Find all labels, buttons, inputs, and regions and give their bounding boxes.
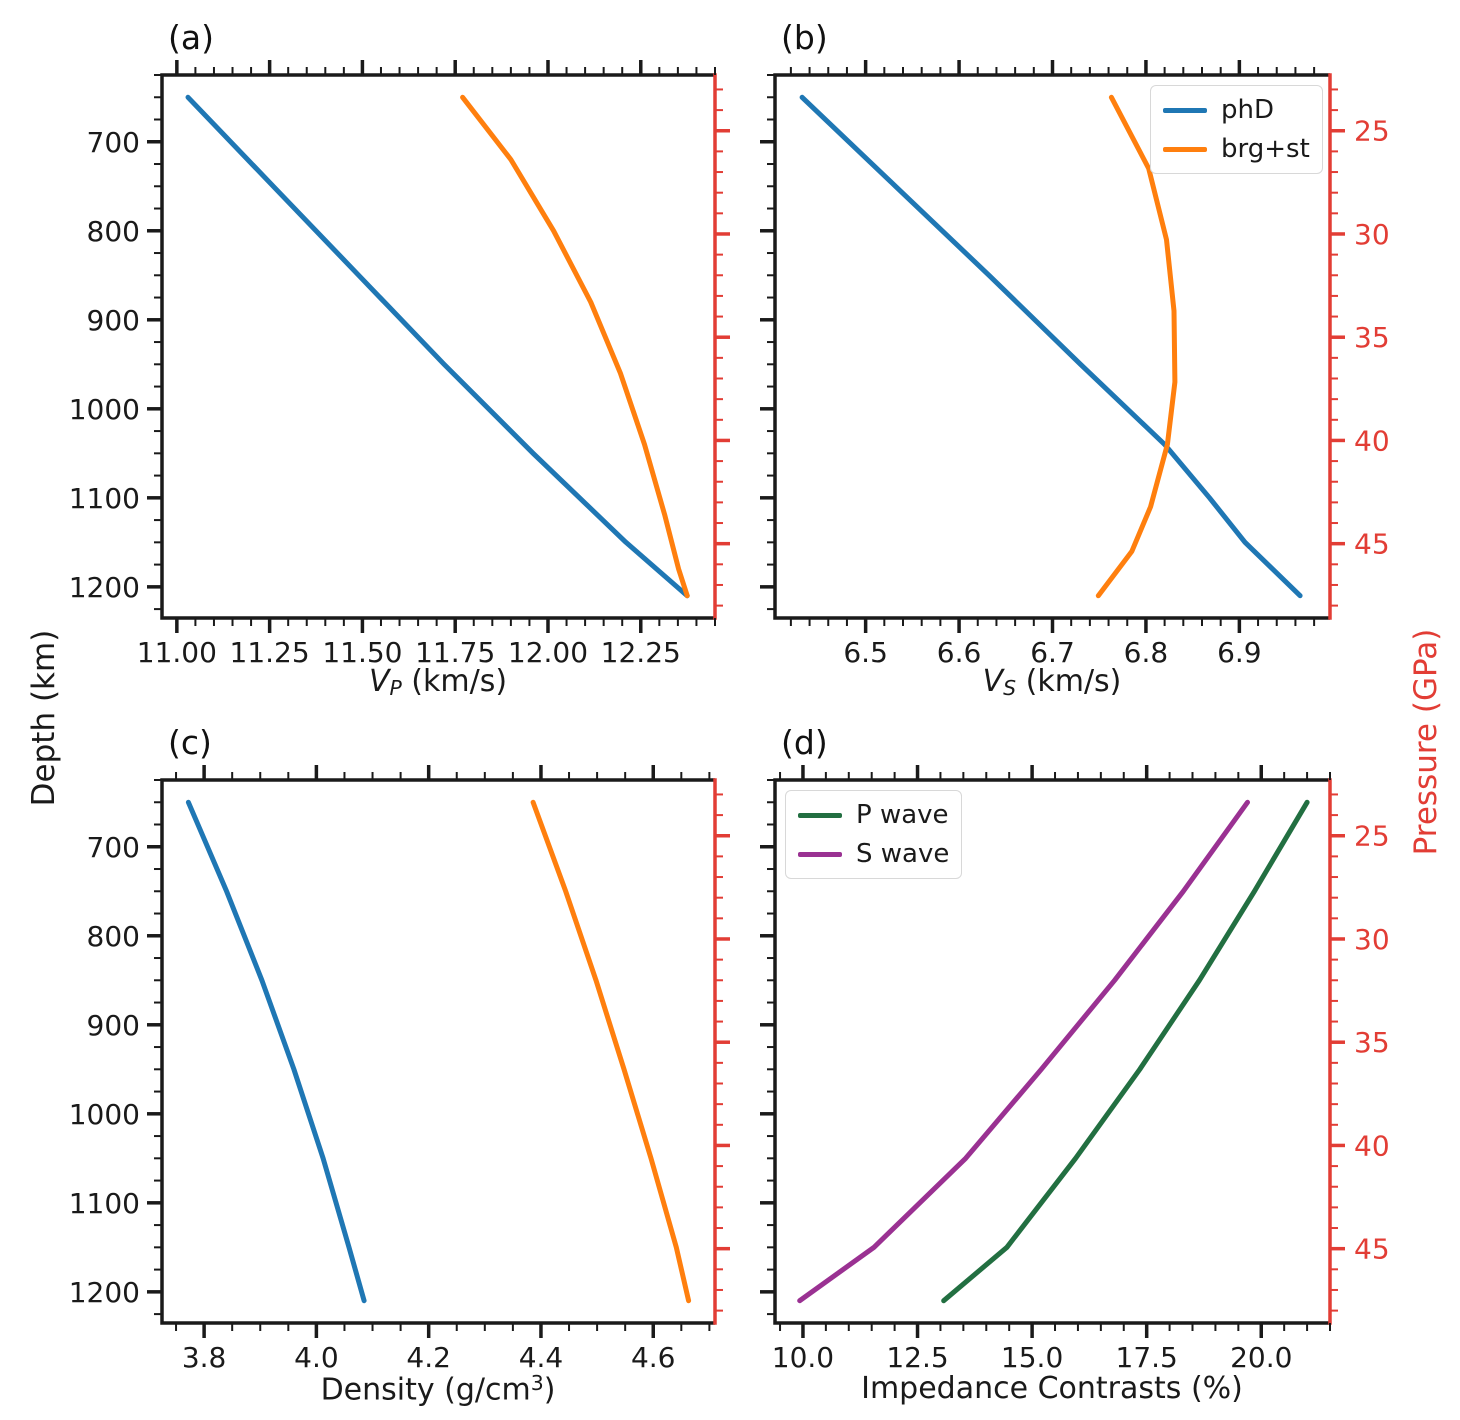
- legend-label: P wave: [856, 800, 949, 830]
- pressure-tick-label: 45: [1354, 528, 1390, 561]
- series-line-phd: [799, 94, 1303, 599]
- pressure-tick-label: 30: [1354, 923, 1390, 956]
- legend-swatch-brg-st: [1163, 146, 1207, 152]
- x-tick-label: 4.6: [631, 1341, 676, 1374]
- x-tick-label: 11.00: [137, 636, 217, 669]
- x-tick-label: 15.0: [1001, 1341, 1063, 1374]
- x-tick-label: 17.5: [1116, 1341, 1178, 1374]
- series-line-phd: [185, 799, 367, 1304]
- x-tick-label: 10.0: [772, 1341, 834, 1374]
- x-tick-label: 6.6: [937, 636, 982, 669]
- pressure-tick-label: 25: [1354, 115, 1390, 148]
- x-tick-label: 3.8: [182, 1341, 227, 1374]
- x-axis-label-vs: VS (km/s): [982, 664, 1122, 700]
- legend-item: P wave: [798, 800, 949, 830]
- pressure-tick-label: 40: [1354, 1129, 1390, 1162]
- x-axis-label-vp: VP (km/s): [368, 664, 508, 700]
- x-tick-label: 4.0: [294, 1341, 339, 1374]
- depth-tick-label: 700: [87, 831, 140, 864]
- axes-spine: [773, 778, 1330, 1325]
- pressure-tick-label: 40: [1354, 424, 1390, 457]
- axes-spine: [160, 778, 715, 1325]
- y-axis-label-pressure: Pressure (GPa): [1408, 628, 1444, 856]
- depth-tick-label: 800: [87, 215, 140, 248]
- x-tick-label: 6.5: [843, 636, 888, 669]
- legend-label: brg+st: [1221, 134, 1310, 164]
- x-tick-label: 6.7: [1030, 636, 1075, 669]
- x-tick-label: 11.50: [322, 636, 402, 669]
- legend-panel-d: P wave S wave: [785, 790, 963, 879]
- x-tick-label: 6.8: [1124, 636, 1169, 669]
- x-tick-label: 4.4: [519, 1341, 564, 1374]
- panel-label-d: (d): [781, 723, 828, 762]
- depth-tick-label: 800: [87, 920, 140, 953]
- legend-panel-b: phD brg+st: [1150, 85, 1323, 174]
- legend-swatch-phd: [1163, 107, 1207, 113]
- panel-label-c: (c): [168, 723, 212, 762]
- depth-tick-label: 900: [87, 1009, 140, 1042]
- legend-label: S wave: [856, 839, 950, 869]
- depth-tick-label: 900: [87, 304, 140, 337]
- series-line-phd: [185, 94, 690, 599]
- pressure-tick-label: 45: [1354, 1233, 1390, 1266]
- pressure-tick-label: 35: [1354, 1026, 1390, 1059]
- series-line-brg-st: [460, 94, 690, 599]
- x-axis-label-density: Density (g/cm3): [320, 1371, 556, 1408]
- depth-tick-label: 1200: [69, 571, 140, 604]
- series-line-p-wave: [941, 799, 1310, 1304]
- x-tick-label: 12.25: [601, 636, 681, 669]
- panel-label-a: (a): [168, 18, 214, 57]
- x-tick-label: 20.0: [1230, 1341, 1292, 1374]
- legend-label: phD: [1221, 95, 1275, 125]
- legend-item: brg+st: [1163, 134, 1310, 164]
- legend-swatch-p-wave: [798, 812, 842, 818]
- x-tick-label: 12.00: [508, 636, 588, 669]
- axes-spine: [160, 73, 715, 620]
- series-line-brg-st: [530, 799, 692, 1304]
- depth-tick-label: 1100: [69, 482, 140, 515]
- x-tick-label: 6.9: [1217, 636, 1262, 669]
- series-line-s-wave: [797, 799, 1250, 1304]
- series-line-brg-st: [1095, 94, 1178, 599]
- pressure-tick-label: 35: [1354, 321, 1390, 354]
- pressure-tick-label: 30: [1354, 218, 1390, 251]
- depth-tick-label: 1000: [69, 1098, 140, 1131]
- depth-tick-label: 700: [87, 126, 140, 159]
- legend-swatch-s-wave: [798, 851, 842, 857]
- y-axis-label-depth: Depth (km): [26, 629, 62, 807]
- panel-label-b: (b): [781, 18, 828, 57]
- x-tick-label: 11.75: [415, 636, 495, 669]
- depth-tick-label: 1100: [69, 1187, 140, 1220]
- x-tick-label: 4.2: [406, 1341, 451, 1374]
- x-tick-label: 11.25: [230, 636, 310, 669]
- pressure-tick-label: 25: [1354, 820, 1390, 853]
- legend-item: S wave: [798, 839, 949, 869]
- depth-tick-label: 1200: [69, 1276, 140, 1309]
- depth-tick-label: 1000: [69, 393, 140, 426]
- x-axis-label-impedance: Impedance Contrasts (%): [861, 1371, 1243, 1406]
- x-tick-label: 12.5: [886, 1341, 948, 1374]
- legend-item: phD: [1163, 95, 1310, 125]
